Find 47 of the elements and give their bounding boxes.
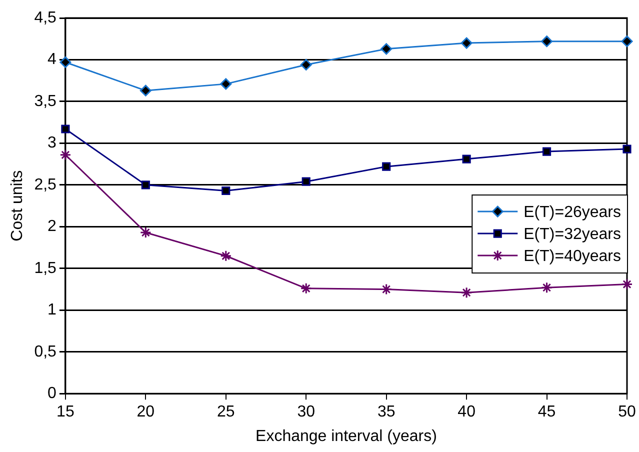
x-tick-label: 15 (56, 404, 74, 421)
point (621, 36, 633, 48)
point (60, 56, 72, 68)
x-tick-label: 40 (458, 404, 476, 421)
point (462, 154, 471, 164)
point (380, 43, 392, 55)
x-tick-label: 30 (297, 404, 316, 421)
y-tick-label: 1 (48, 302, 57, 319)
point (300, 58, 312, 70)
x-tick-label: 45 (538, 404, 556, 421)
point (222, 186, 230, 196)
point (382, 162, 391, 171)
x-tick-label: 25 (216, 404, 235, 421)
y-tick-label: 2,5 (34, 176, 57, 194)
y-tick-label: 1,5 (34, 260, 57, 277)
x-tick-label: 20 (136, 404, 155, 421)
point (61, 124, 70, 134)
point (541, 282, 553, 294)
y-tick-label: 4,5 (34, 9, 57, 26)
point (622, 144, 632, 154)
point (380, 284, 392, 296)
point (300, 282, 312, 294)
point (140, 226, 152, 238)
point (141, 180, 150, 190)
y-tick-label: 3,5 (34, 92, 57, 110)
legend-label: E(T)=40years (524, 248, 622, 265)
legend-label: E(T)=32years (524, 226, 622, 243)
y-tick-label: 3 (48, 134, 57, 152)
point (220, 78, 232, 90)
y-tick-label: 0 (48, 385, 57, 402)
x-tick-label: 50 (618, 404, 636, 421)
point (460, 286, 472, 298)
legend-label: E(T)=26years (524, 204, 622, 221)
y-tick-label: 4 (48, 51, 57, 68)
x-tick-label: 35 (377, 404, 396, 421)
point (541, 36, 553, 48)
y-tick-label: 0,5 (34, 343, 57, 360)
point (542, 147, 552, 156)
y-axis-title: Cost units (9, 170, 26, 242)
point (302, 177, 310, 186)
point (460, 37, 472, 49)
point (621, 278, 633, 290)
point (220, 250, 232, 262)
x-axis-title: Exchange interval (years) (256, 428, 437, 445)
point (140, 84, 152, 96)
y-tick-label: 2 (48, 218, 57, 236)
point (60, 149, 72, 161)
